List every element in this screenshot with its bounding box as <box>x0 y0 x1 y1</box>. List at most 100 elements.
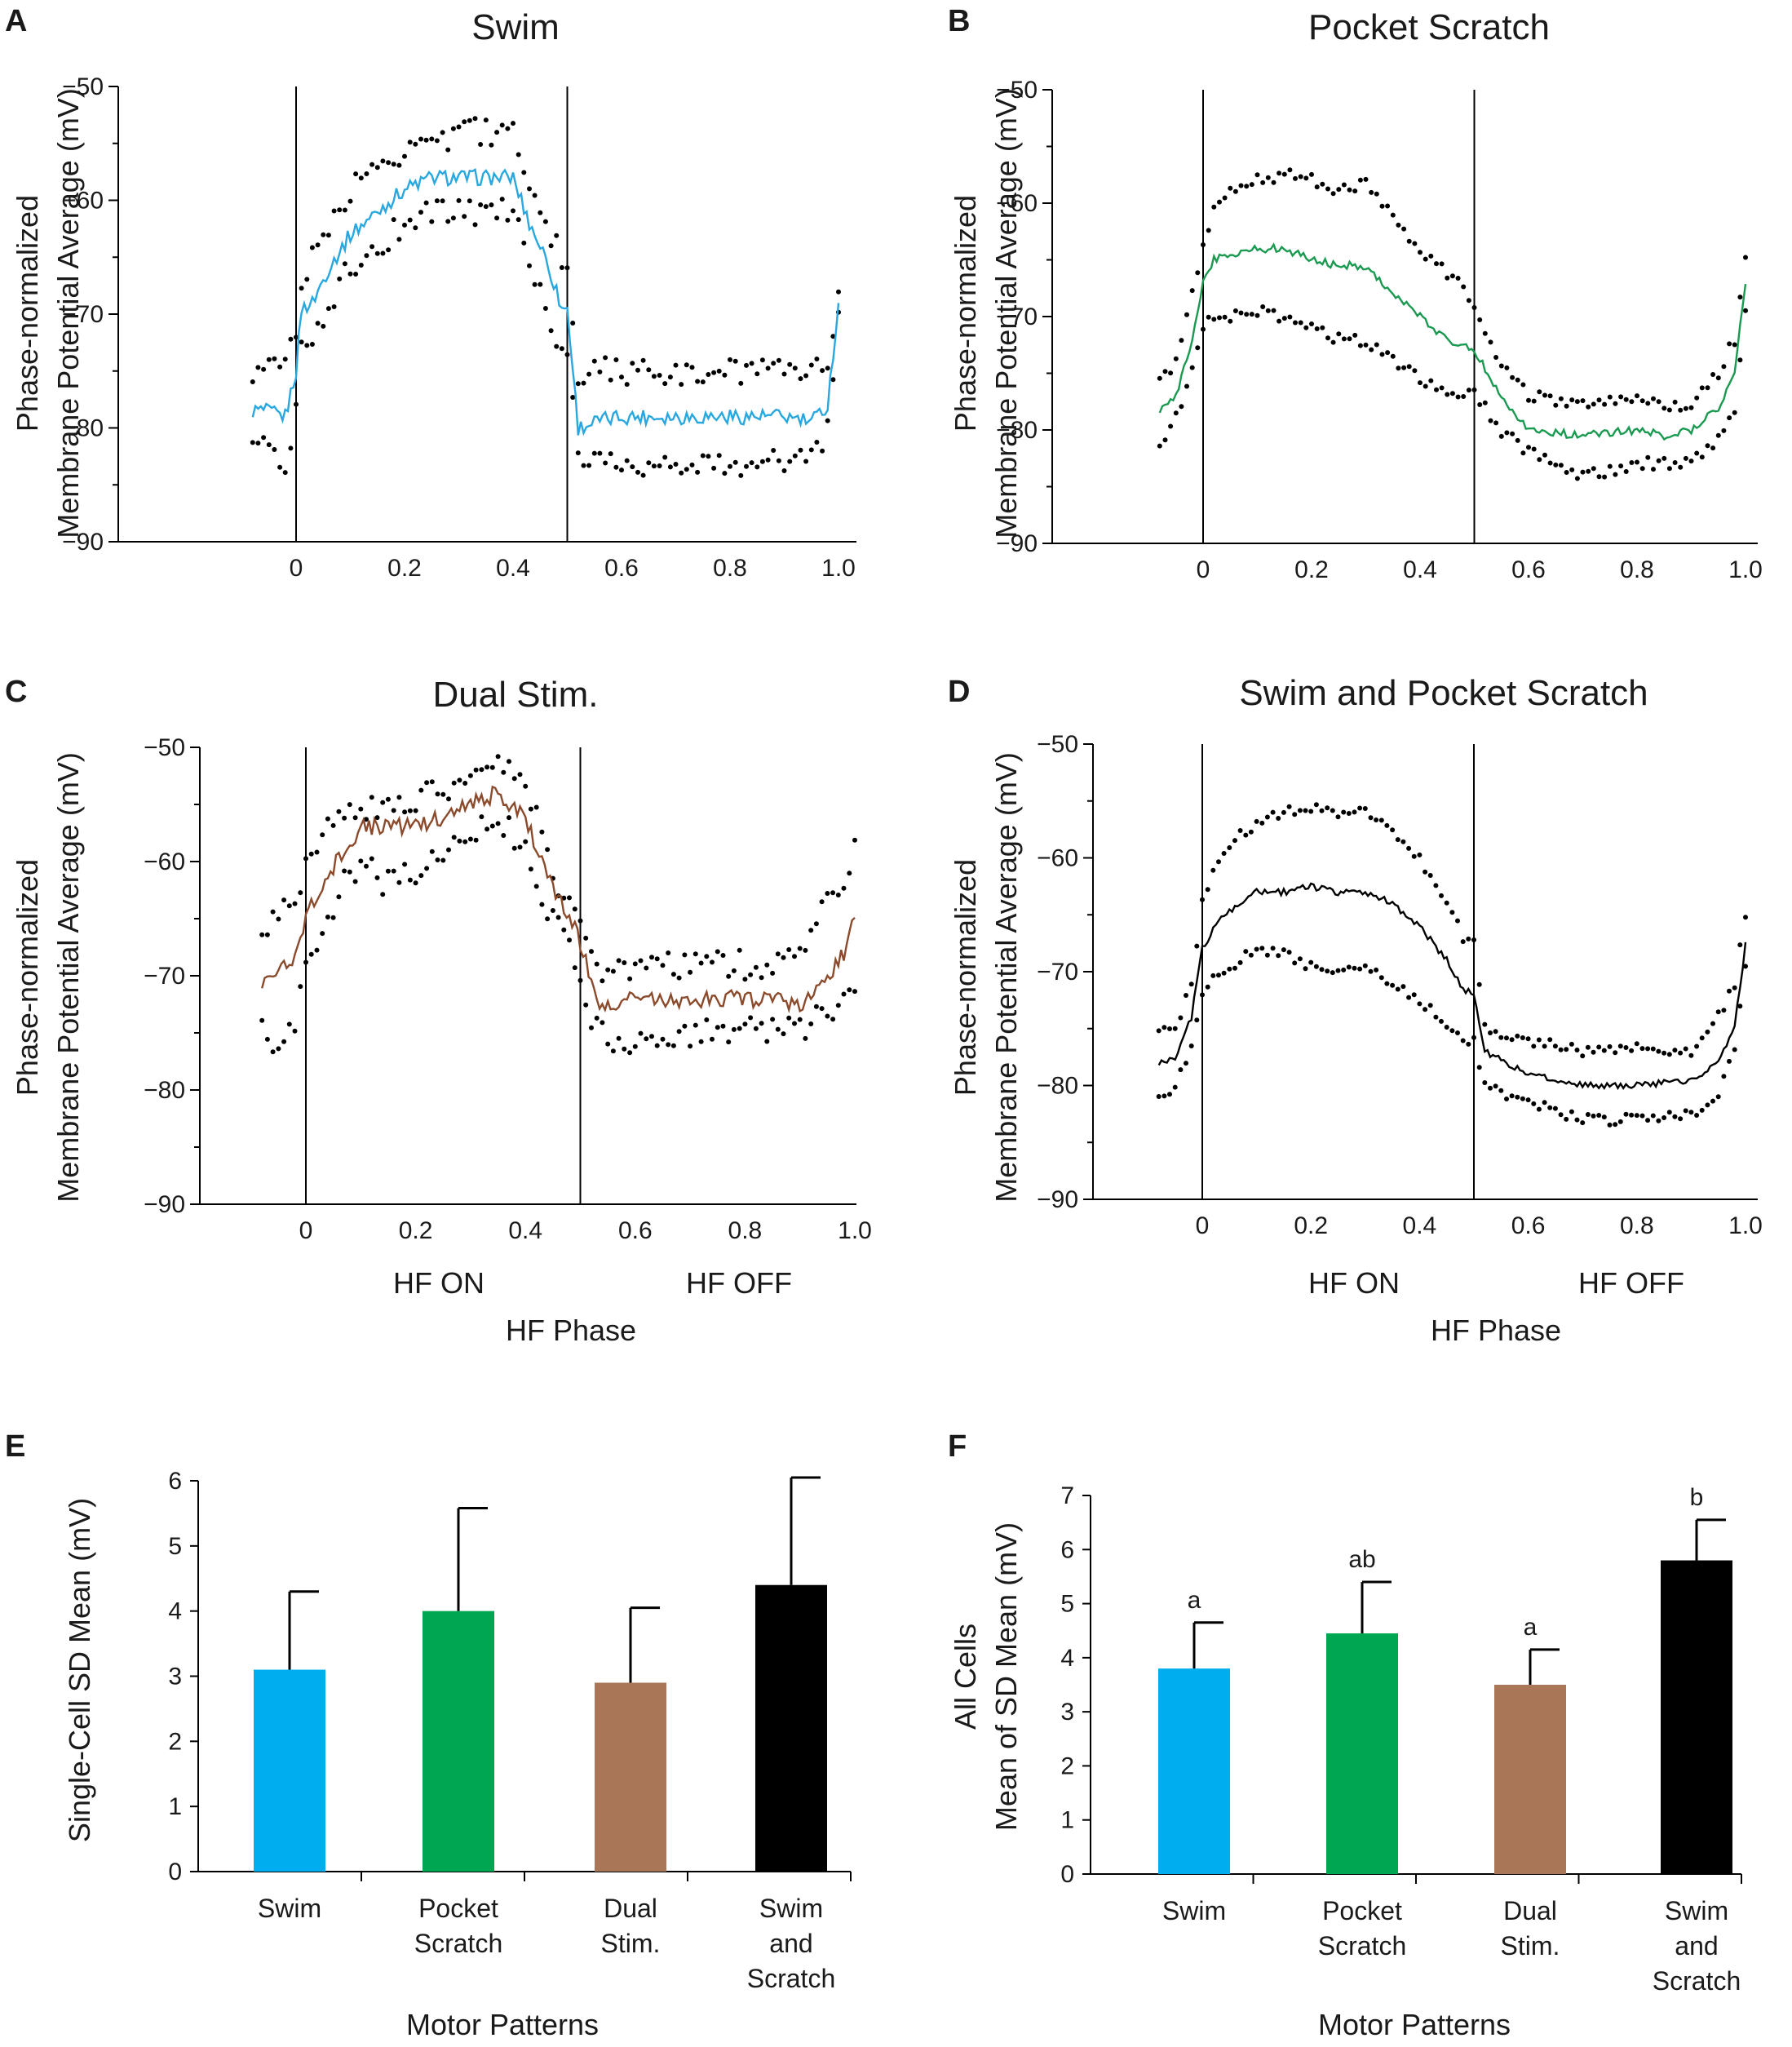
panel-d-sd-dot <box>1264 952 1270 958</box>
panel-b-sd-dot <box>1260 179 1266 185</box>
panel-b-sd-dot <box>1656 399 1661 405</box>
panel-d-sd-dot <box>1390 827 1396 833</box>
panel-a-sd-dot <box>250 440 255 445</box>
panel-a-sd-dot <box>277 464 283 470</box>
panel-b-sd-dot <box>1477 317 1483 322</box>
panel-b-sd-dot <box>1385 350 1391 356</box>
panel-a-sd-dot <box>673 462 679 467</box>
panel-a-sd-dot <box>467 117 472 123</box>
panel-d-sd-dot <box>1504 1035 1509 1041</box>
panel-c-sd-dot <box>507 759 511 764</box>
panel-b-sd-dot <box>1542 452 1547 458</box>
panel-d-sd-dot <box>1362 806 1368 811</box>
panel-f-category-label: and <box>1675 1931 1718 1961</box>
panel-d-sd-dot <box>1200 897 1205 902</box>
panel-b-sd-dot <box>1314 326 1320 331</box>
panel-b-sd-dot <box>1569 467 1575 472</box>
panel-b-sd-dot <box>1309 321 1314 326</box>
panel-d-sd-dot <box>1743 964 1748 969</box>
panel-d-sd-dot <box>1167 1026 1172 1031</box>
panel-c-sd-dot <box>654 956 660 962</box>
panel-c-sd-dot <box>770 1017 776 1022</box>
panel-b-sd-dot <box>1737 357 1743 363</box>
panel-b-sd-dot <box>1352 188 1358 194</box>
panel-b-xtick-label: 0.8 <box>1620 556 1654 583</box>
panel-a-sd-dot <box>695 379 701 384</box>
panel-b-sd-dot <box>1715 432 1721 438</box>
panel-b-sd-dot <box>1531 398 1537 404</box>
panel-b-sd-dot <box>1520 382 1526 388</box>
panel-a-sd-dot <box>728 357 732 362</box>
panel-d-plot-area: −50 −60 −70 −80 −90 0 0.2 0.4 0.6 0.8 1.0 <box>1037 731 1763 1239</box>
panel-b-sd-dot <box>1721 364 1727 370</box>
panel-b: B Pocket Scratch Phase-normalized Membra… <box>948 4 1763 583</box>
panel-a-sd-dot <box>597 450 603 456</box>
panel-b-sd-dot <box>1179 404 1184 410</box>
panel-c-sd-dot <box>781 1031 786 1037</box>
panel-b-sd-dot <box>1449 391 1455 397</box>
panel-c-sd-dot <box>292 1028 298 1034</box>
panel-b-sd-dot <box>1629 460 1635 465</box>
panel-d-title: Swim and Pocket Scratch <box>1239 673 1648 713</box>
panel-d-sd-dot <box>1411 853 1417 859</box>
panel-f-bar <box>1494 1685 1566 1874</box>
panel-a-sd-dot <box>315 321 321 326</box>
panel-d-sd-dot <box>1406 995 1412 1000</box>
panel-a-sd-dot <box>619 374 624 380</box>
panel-b-sd-dot <box>1510 431 1515 436</box>
panel-d-sd-dot <box>1585 1044 1591 1050</box>
panel-d-sd-dot <box>1178 1015 1184 1021</box>
panel-c-sd-dot <box>418 787 424 793</box>
panel-c-sd-dot <box>622 1046 627 1052</box>
panel-d-sd-dot <box>1493 1029 1498 1035</box>
panel-a-sd-dot <box>515 217 521 223</box>
panel-d-sd-dot <box>1460 939 1466 945</box>
panel-d-sd-dot <box>1270 946 1276 951</box>
panel-b-sd-dot <box>1651 467 1656 472</box>
panel-b-sd-dot <box>1547 460 1553 466</box>
panel-d-sd-dot <box>1547 1037 1553 1043</box>
panel-d-sd-dot <box>1699 1035 1705 1041</box>
panel-d-sd-dot <box>1395 837 1400 843</box>
panel-d-sd-dot <box>1237 959 1243 965</box>
panel-a-sd-dot <box>808 362 814 368</box>
panel-c-sd-dot <box>264 932 270 937</box>
panel-d-xtick-label: 0.4 <box>1403 1212 1437 1239</box>
panel-c-ytick-label: −80 <box>144 1077 185 1104</box>
panel-f-sig-letter: a <box>1188 1587 1201 1614</box>
panel-c-sd-dot <box>737 947 742 953</box>
panel-b-sd-dot <box>1287 314 1293 320</box>
panel-c-sd-dot <box>495 821 501 826</box>
panel-a-sd-dot <box>548 328 554 334</box>
panel-c-sd-dot <box>424 866 430 871</box>
panel-c-sd-dot <box>594 1015 600 1021</box>
panel-d-sd-dot <box>1352 809 1357 815</box>
panel-a-sd-dot <box>456 124 462 130</box>
panel-a-mean-line <box>251 167 840 436</box>
panel-b-sd-dot <box>1238 310 1244 316</box>
panel-b-sd-dot <box>1635 459 1639 465</box>
panel-a-sd-dot <box>380 250 386 256</box>
panel-f-ytick-label: 6 <box>1060 1536 1074 1563</box>
panel-d-sd-dot <box>1276 816 1281 821</box>
panel-c-sd-dot <box>698 1039 704 1044</box>
panel-d-sd-dot <box>1721 1074 1727 1079</box>
panel-a-sd-dot <box>575 381 581 387</box>
panel-d-sd-dot <box>1210 867 1216 873</box>
panel-b-sd-dot <box>1232 188 1238 194</box>
panel-b-sd-dot <box>1445 392 1450 397</box>
panel-d-sd-dot <box>1515 1033 1520 1039</box>
panel-d-sd-dot <box>1482 1080 1488 1085</box>
panel-c-sd-dot <box>402 862 408 867</box>
panel-c-xtick-label: 0.4 <box>508 1217 542 1244</box>
panel-a-sd-dot <box>391 162 396 167</box>
panel-b-sd-dot <box>1406 238 1412 244</box>
panel-a-sd-dot <box>272 447 277 452</box>
panel-a-sd-dot <box>521 240 527 246</box>
panel-c-sd-dot <box>627 1050 633 1056</box>
panel-a-sd-dot <box>728 463 732 469</box>
panel-a-sd-dot <box>364 171 369 176</box>
panel-b-xtick-label: 0 <box>1197 556 1210 583</box>
panel-a-sd-dot <box>418 210 423 215</box>
panel-b-sd-dot <box>1201 242 1206 247</box>
